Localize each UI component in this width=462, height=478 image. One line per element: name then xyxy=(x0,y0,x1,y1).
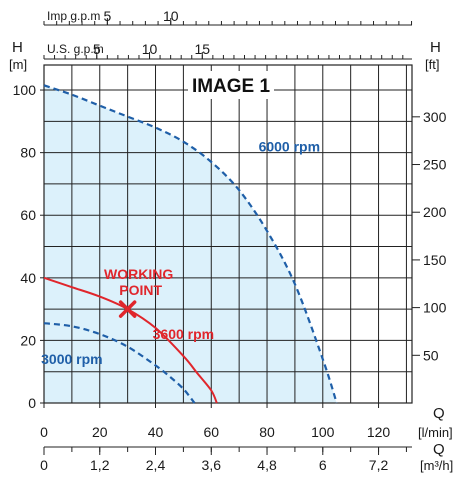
right-axis-ticks: 50 100 150 200 250 300 xyxy=(412,109,447,363)
plot-fill xyxy=(44,85,337,404)
bottom-tick-label: 80 xyxy=(259,424,275,440)
top-us-label: 15 xyxy=(195,41,211,57)
top-axis-imp-label: Imp g.p.m xyxy=(47,9,100,23)
top-us-axis: 5 10 15 xyxy=(43,41,412,60)
bottom-tick-label: 0 xyxy=(40,424,48,440)
left-tick-label: 20 xyxy=(20,332,36,348)
curve-3000-rpm xyxy=(43,322,196,404)
series-label-6000: 6000 rpm xyxy=(259,138,320,154)
right-tick-label: 150 xyxy=(423,252,447,268)
plot-frame xyxy=(43,64,413,404)
bottom-tick-label: 20 xyxy=(92,424,108,440)
bottom-axis-2-unit: [m³/h] xyxy=(420,458,453,473)
bottom-axis-1-unit: [l/min] xyxy=(418,425,453,440)
top-imp-label: 5 xyxy=(103,8,111,24)
left-tick-label: 100 xyxy=(13,82,37,98)
bottom-axis-2-label: 4,8 xyxy=(257,457,277,473)
bottom-axis-1-ticks: 0 20 40 60 80 100 120 xyxy=(40,403,390,440)
bottom-axis-2-label: 2,4 xyxy=(146,457,166,473)
working-point-label: POINT xyxy=(119,282,162,298)
left-axis-symbol: H xyxy=(12,39,23,56)
bottom-tick-label: 120 xyxy=(367,424,391,440)
curves xyxy=(43,84,338,404)
bottom-axis-2-label: 0 xyxy=(40,457,48,473)
right-axis-symbol: H xyxy=(430,39,441,56)
bottom-axis-2-label: 1,2 xyxy=(90,457,110,473)
right-tick-label: 50 xyxy=(423,347,439,363)
curve-3600-rpm xyxy=(43,276,218,404)
bottom-axis-1-symbol: Q xyxy=(433,405,445,422)
top-imp-label: 10 xyxy=(163,8,179,24)
top-axis-us-label: U.S. g.p.m xyxy=(47,42,104,56)
top-imp-axis: 5 10 xyxy=(43,8,413,26)
curve-labels: 6000 rpm 3600 rpm 3000 rpm xyxy=(41,138,320,367)
bottom-tick-label: 40 xyxy=(148,424,164,440)
bottom-axis-2-label: 7,2 xyxy=(369,457,389,473)
left-tick-label: 0 xyxy=(28,395,36,411)
bottom-axis-2-symbol: Q xyxy=(433,441,445,458)
left-tick-label: 40 xyxy=(20,270,36,286)
right-tick-label: 300 xyxy=(423,109,447,125)
bottom-tick-label: 100 xyxy=(311,424,335,440)
grid xyxy=(43,64,413,404)
working-point-mark xyxy=(118,300,137,318)
bottom-axis-2-label: 6 xyxy=(319,457,327,473)
chart-title: IMAGE 1 xyxy=(192,76,271,97)
right-tick-label: 100 xyxy=(423,300,447,316)
bottom-tick-label: 60 xyxy=(203,424,219,440)
left-axis-ticks: 0 20 40 60 80 100 xyxy=(13,82,44,411)
operating-area xyxy=(44,85,337,404)
series-label-3600: 3600 rpm xyxy=(153,326,214,342)
left-axis-unit: [m] xyxy=(9,57,27,72)
right-tick-label: 250 xyxy=(423,157,447,173)
series-label-3000: 3000 rpm xyxy=(41,351,102,367)
left-tick-label: 60 xyxy=(20,207,36,223)
bottom-axis-2-label: 3,6 xyxy=(202,457,222,473)
left-tick-label: 80 xyxy=(20,145,36,161)
top-us-label: 5 xyxy=(93,41,101,57)
top-us-label: 10 xyxy=(142,41,158,57)
right-axis-unit: [ft] xyxy=(425,57,439,72)
working-point-label: WORKING xyxy=(104,266,173,282)
chart-title-box xyxy=(188,71,274,99)
right-tick-label: 200 xyxy=(423,204,447,220)
bottom-axis-2: 0 1,2 2,4 3,6 4,8 6 7,2 xyxy=(40,446,412,473)
